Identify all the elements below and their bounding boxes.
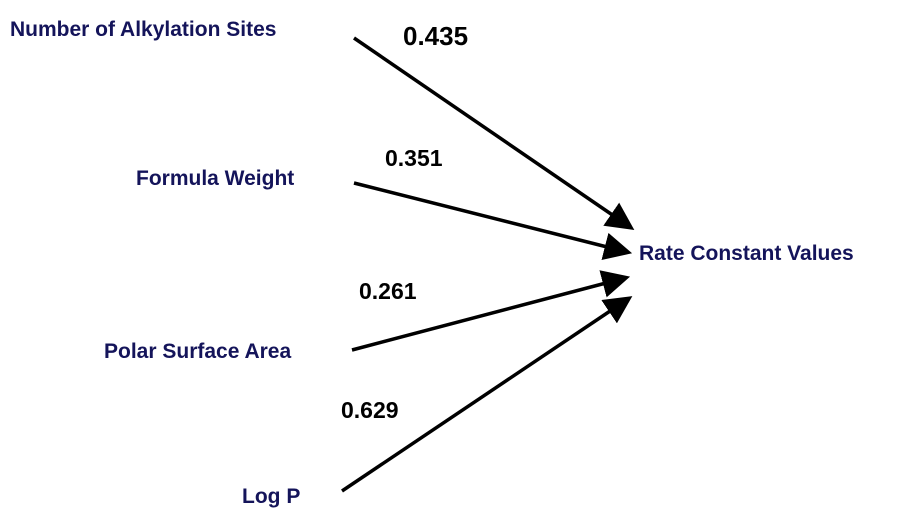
source-label-alkylation-sites: Number of Alkylation Sites: [10, 18, 276, 41]
arrow-log-p-to-rate-constant: [341, 296, 633, 493]
weight-label-log-p: 0.629: [341, 397, 399, 423]
source-label-log-p: Log P: [242, 485, 300, 508]
weight-label-alkylation-sites: 0.435: [403, 21, 468, 51]
arrow-formula-weight-to-rate-constant: [353, 181, 633, 260]
weight-label-formula-weight: 0.351: [385, 145, 443, 171]
weight-label-polar-surface-area: 0.261: [359, 278, 417, 304]
source-label-formula-weight: Formula Weight: [136, 167, 294, 190]
source-label-polar-surface-area: Polar Surface Area: [104, 340, 291, 363]
target-label-rate-constant: Rate Constant Values: [639, 242, 854, 265]
arrow-polar-surface-area-to-rate-constant: [351, 270, 631, 352]
arrow-alkylation-sites-to-rate-constant: [353, 36, 635, 230]
